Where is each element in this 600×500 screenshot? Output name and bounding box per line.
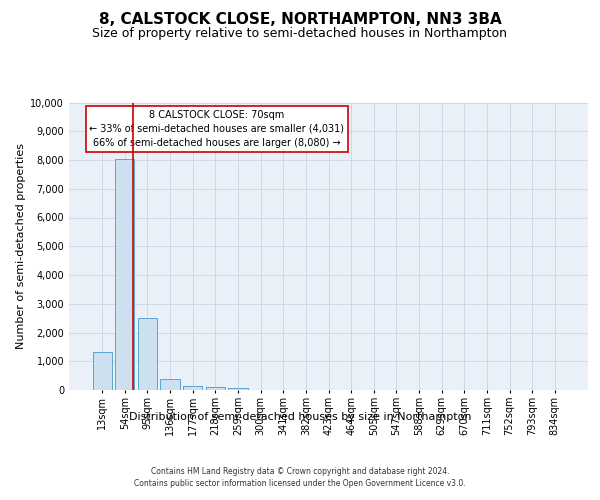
Bar bbox=[115, 160, 134, 390]
Bar bbox=[138, 318, 157, 390]
Bar bbox=[92, 352, 112, 390]
Bar bbox=[160, 379, 180, 390]
Text: Distribution of semi-detached houses by size in Northampton: Distribution of semi-detached houses by … bbox=[129, 412, 471, 422]
Text: Size of property relative to semi-detached houses in Northampton: Size of property relative to semi-detach… bbox=[92, 28, 508, 40]
Text: 8 CALSTOCK CLOSE: 70sqm
← 33% of semi-detached houses are smaller (4,031)
66% of: 8 CALSTOCK CLOSE: 70sqm ← 33% of semi-de… bbox=[89, 110, 344, 148]
Bar bbox=[183, 386, 202, 390]
Text: 8, CALSTOCK CLOSE, NORTHAMPTON, NN3 3BA: 8, CALSTOCK CLOSE, NORTHAMPTON, NN3 3BA bbox=[98, 12, 502, 28]
Bar bbox=[206, 388, 225, 390]
Y-axis label: Number of semi-detached properties: Number of semi-detached properties bbox=[16, 143, 26, 350]
Text: Contains HM Land Registry data © Crown copyright and database right 2024.
Contai: Contains HM Land Registry data © Crown c… bbox=[134, 466, 466, 487]
Bar bbox=[229, 388, 248, 390]
